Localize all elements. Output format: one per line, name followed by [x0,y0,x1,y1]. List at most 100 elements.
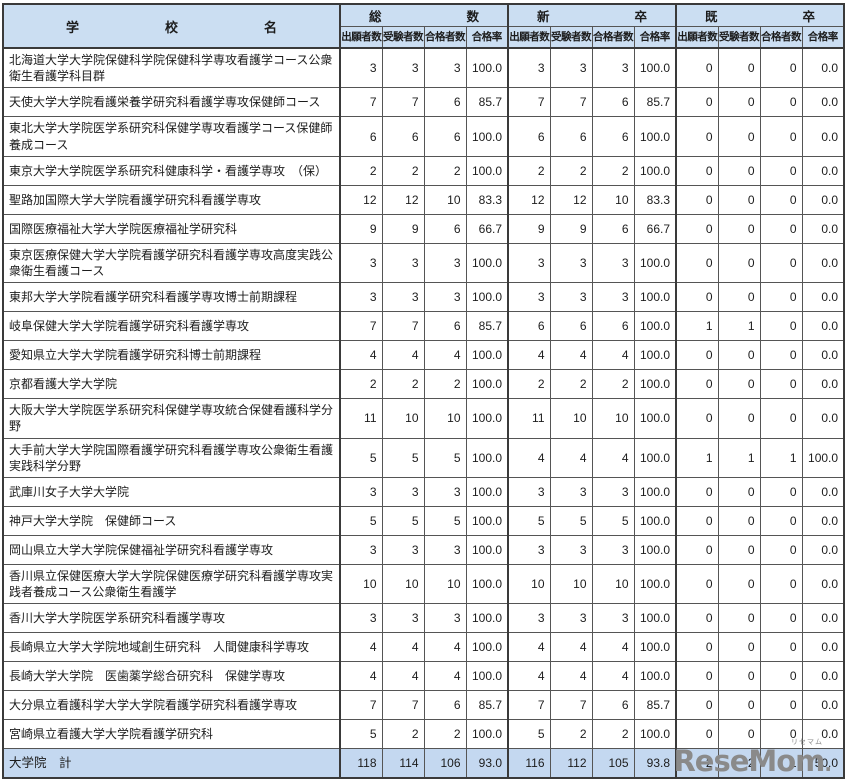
count-cell: 0 [759,213,803,244]
count-cell: 0 [675,534,719,565]
count-cell: 6 [423,116,467,157]
count-cell: 10 [507,563,551,605]
school-name-cell: 香川大学大学院医学系研究科看護学専攻 [2,603,341,634]
count-cell: 10 [381,398,425,439]
school-column-header: 学校名 [2,3,341,49]
count-cell: 0 [675,242,719,284]
table-row: 大手前大学大学院国際看護学研究科看護学専攻公衆衛生看護実践科学分野 5 5 5 100.… [2,437,845,478]
count-cell: 0 [759,534,803,565]
table-row: 聖路加国際大学大学院看護学研究科看護学専攻 12 12 10 83.3 12 12 10 83.… [2,184,845,215]
count-cell: 5 [507,505,551,536]
count-cell: 3 [381,242,425,284]
count-cell: 10 [549,398,593,439]
count-cell: 7 [339,690,383,721]
count-cell: 3 [423,476,467,507]
count-cell: 2 [423,369,467,400]
count-cell: 3 [423,47,467,89]
count-cell: 4 [591,632,635,663]
count-cell: 0 [759,563,803,605]
col-header-passers: 合格者数 [759,25,803,49]
pass-rate-cell: 100.0 [633,661,677,692]
count-cell: 3 [339,282,383,313]
count-cell: 10 [591,398,635,439]
count-cell: 9 [381,213,425,244]
count-cell: 0 [717,184,761,215]
pass-rate-cell: 100.0 [465,632,509,663]
count-cell: 0 [759,632,803,663]
count-cell: 0 [759,242,803,284]
school-name-cell: 国際医療福祉大学大学院医療福祉学研究科 [2,213,341,244]
count-cell: 0 [675,476,719,507]
pass-rate-cell: 100.0 [633,505,677,536]
pass-rate-cell: 0.0 [801,690,845,721]
count-cell: 0 [759,87,803,118]
table-row: 大阪大学大学院医学系研究科保健学専攻統合保健看護科学分野 11 10 10 100.0 1… [2,398,845,439]
count-cell: 2 [339,369,383,400]
resemom-logo-ruby: リセマム [791,739,823,746]
school-name-cell: 東邦大学大学院看護学研究科看護学専攻博士前期課程 [2,282,341,313]
pass-rate-cell: 83.3 [633,184,677,215]
count-cell: 116 [507,748,551,779]
school-name-cell: 北海道大学大学院保健科学院保健科学専攻看護学コース公衆衛生看護学科目群 [2,47,341,89]
count-cell: 3 [549,476,593,507]
table-row: 東京大学大学院医学系研究科健康科学・看護学専攻 （保） 2 2 2 100.0 2 2 2 10… [2,155,845,186]
total-row: 大学院 計 118 114 106 93.0 116 112 105 93.8 2 2 1 50.0 [2,748,845,779]
count-cell: 0 [717,369,761,400]
col-header-pass-rate: 合格率 [465,25,509,49]
pass-rate-cell: 100.0 [465,563,509,605]
count-cell: 0 [717,155,761,186]
count-cell: 0 [759,311,803,342]
table-row: 愛知県立大学大学院看護学研究科博士前期課程 4 4 4 100.0 4 4 4 100.0 0 0 0… [2,340,845,371]
count-cell: 0 [759,476,803,507]
count-cell: 3 [381,476,425,507]
count-cell: 4 [423,340,467,371]
count-cell: 3 [423,603,467,634]
count-cell: 3 [507,282,551,313]
count-cell: 5 [381,505,425,536]
count-cell: 0 [675,116,719,157]
pass-rate-cell: 100.0 [465,398,509,439]
count-cell: 0 [675,340,719,371]
count-cell: 4 [339,661,383,692]
count-cell: 9 [507,213,551,244]
pass-rate-cell: 100.0 [633,369,677,400]
count-cell: 2 [381,719,425,750]
pass-rate-cell: 83.3 [465,184,509,215]
count-cell: 6 [591,311,635,342]
count-cell: 0 [759,603,803,634]
pass-rate-cell: 0.0 [801,213,845,244]
school-name-cell: 東北大学大学院医学系研究科保健学専攻看護学コース保健師養成コース [2,116,341,157]
count-cell: 6 [507,116,551,157]
group-header-total: 総数 [338,3,509,27]
school-name-cell: 東京大学大学院医学系研究科健康科学・看護学専攻 （保） [2,155,341,186]
pass-rate-cell: 100.0 [465,155,509,186]
count-cell: 3 [339,603,383,634]
count-cell: 4 [339,632,383,663]
pass-rate-cell: 0.0 [801,563,845,605]
count-cell: 7 [507,690,551,721]
pass-rate-cell: 0.0 [801,476,845,507]
pass-rate-cell: 0.0 [801,369,845,400]
count-cell: 11 [339,398,383,439]
count-cell: 112 [549,748,593,779]
count-cell: 0 [717,398,761,439]
count-cell: 0 [717,563,761,605]
school-name-cell: 愛知県立大学大学院看護学研究科博士前期課程 [2,340,341,371]
count-cell: 6 [339,116,383,157]
pass-rate-cell: 100.0 [465,242,509,284]
count-cell: 2 [549,155,593,186]
count-cell: 2 [381,155,425,186]
count-cell: 10 [591,563,635,605]
pass-rate-cell: 100.0 [633,603,677,634]
count-cell: 6 [591,213,635,244]
table-row: 大分県立看護科学大学大学院看護学研究科看護学専攻 7 7 6 85.7 7 7 6 85.7 0 0… [2,690,845,721]
count-cell: 5 [423,437,467,478]
pass-rate-cell: 100.0 [633,155,677,186]
count-cell: 0 [717,282,761,313]
group-header-row: 学校名 総数 新卒 既卒 [2,3,845,49]
col-header-applicants: 出願者数 [675,25,719,49]
count-cell: 2 [549,369,593,400]
count-cell: 5 [507,719,551,750]
count-cell: 0 [759,505,803,536]
